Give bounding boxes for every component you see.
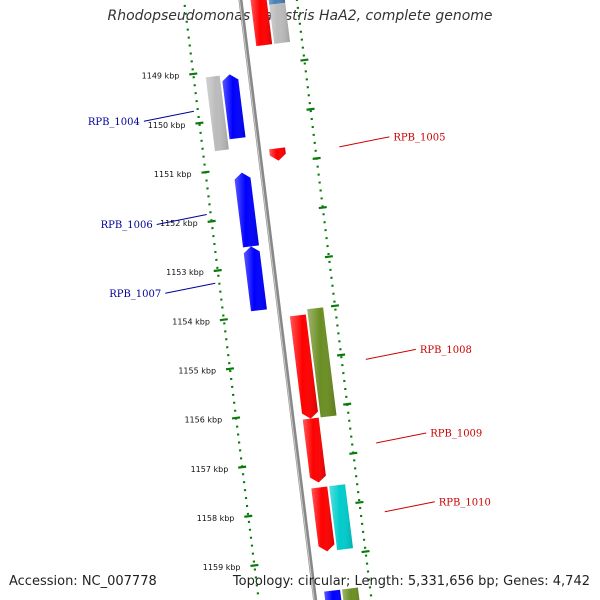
major-tick-right: [300, 58, 309, 62]
major-tick-left: [195, 121, 204, 125]
tick-label: 1156 kbp: [184, 416, 222, 425]
tick-label: 1151 kbp: [154, 170, 192, 179]
gene-RPB_1010-shading: [311, 486, 335, 552]
label-leader-RPB_1009: [376, 432, 427, 444]
tick-label: 1158 kbp: [197, 514, 235, 523]
gene-RPB_1004-shading: [222, 74, 246, 140]
tick-label: 1149 kbp: [142, 72, 180, 81]
label-RPB_1004[interactable]: RPB_1004: [88, 117, 140, 128]
label-leader-RPB_1004: [143, 110, 194, 122]
band-left-edge: [182, 0, 260, 600]
major-tick-right: [330, 304, 340, 308]
major-tick-right: [318, 205, 327, 210]
tick-label: 1154 kbp: [172, 317, 210, 326]
label-RPB_1009[interactable]: RPB_1009: [430, 428, 482, 439]
tick-label: 1157 kbp: [191, 465, 229, 474]
major-tick-right: [336, 353, 346, 357]
label-leader-RPB_1007: [165, 282, 216, 294]
label-leader-RPB_1005: [339, 136, 390, 148]
tick-label: 1152 kbp: [160, 219, 198, 228]
major-tick-right: [306, 107, 315, 111]
genome-backbone: [238, 0, 318, 600]
major-tick-right: [324, 255, 333, 259]
feature-grey-shading: [268, 0, 291, 44]
feature-blue-shading: [324, 589, 342, 600]
feature-grey-shading: [205, 75, 229, 152]
major-tick-left: [201, 170, 210, 174]
major-tick-left: [231, 416, 241, 420]
major-tick-left: [250, 563, 259, 567]
label-RPB_1005[interactable]: RPB_1005: [393, 132, 445, 143]
gene-labels: RPB_1004 RPB_1005 RPB_1006 RPB_1007 RPB_1008…: [88, 110, 491, 513]
gene-RPB_1009-shading: [302, 417, 326, 483]
label-RPB_1006[interactable]: RPB_1006: [101, 220, 153, 231]
feature-cyan-shading: [329, 484, 354, 551]
feature-track: [205, 0, 360, 600]
label-leader-RPB_1006: [156, 213, 207, 225]
accession-text: Accession: NC_007778: [9, 574, 157, 589]
major-tick-right: [349, 451, 358, 455]
major-tick-left: [207, 219, 216, 223]
gene-RPB_1005-shading: [269, 147, 286, 161]
genome-summary: Topology: circular; Length: 5,331,656 bp…: [232, 574, 590, 589]
feature-red-shading: [250, 0, 273, 47]
tick-label: 1150 kbp: [148, 121, 186, 130]
map-band: [182, 0, 373, 600]
major-tick-left: [189, 72, 198, 76]
tick-label: 1159 kbp: [203, 563, 241, 572]
label-RPB_1010[interactable]: RPB_1010: [439, 497, 491, 508]
tick-marks: 1149 kbp 1150 kbp 1151 kbp 1152 kbp 1153 kbp…: [142, 58, 370, 572]
genome-backbone-highlight: [238, 0, 315, 600]
tick-label: 1155 kbp: [178, 367, 216, 376]
feature-olive-shading: [342, 587, 360, 600]
major-tick-left: [244, 514, 253, 518]
major-tick-right: [312, 156, 321, 160]
major-tick-left: [213, 268, 222, 273]
label-RPB_1007[interactable]: RPB_1007: [109, 289, 161, 300]
major-tick-left: [225, 367, 235, 371]
tick-label: 1153 kbp: [166, 268, 204, 277]
label-RPB_1008[interactable]: RPB_1008: [420, 345, 472, 356]
feature-olive-shading: [307, 307, 337, 418]
gene-RPB_1006-shading: [234, 172, 259, 248]
feature-steel-shading: [268, 0, 286, 5]
major-tick-right: [355, 500, 364, 505]
gene-RPB_1008-shading: [289, 314, 318, 419]
label-leader-RPB_1010: [384, 501, 435, 513]
major-tick-right: [361, 550, 370, 554]
major-tick-left: [238, 465, 247, 469]
major-tick-left: [219, 318, 228, 322]
gene-RPB_1007-shading: [243, 246, 267, 312]
gene-track: [222, 74, 335, 552]
major-tick-right: [343, 402, 352, 406]
label-leader-RPB_1008: [365, 348, 416, 360]
band-right-edge: [295, 0, 373, 600]
